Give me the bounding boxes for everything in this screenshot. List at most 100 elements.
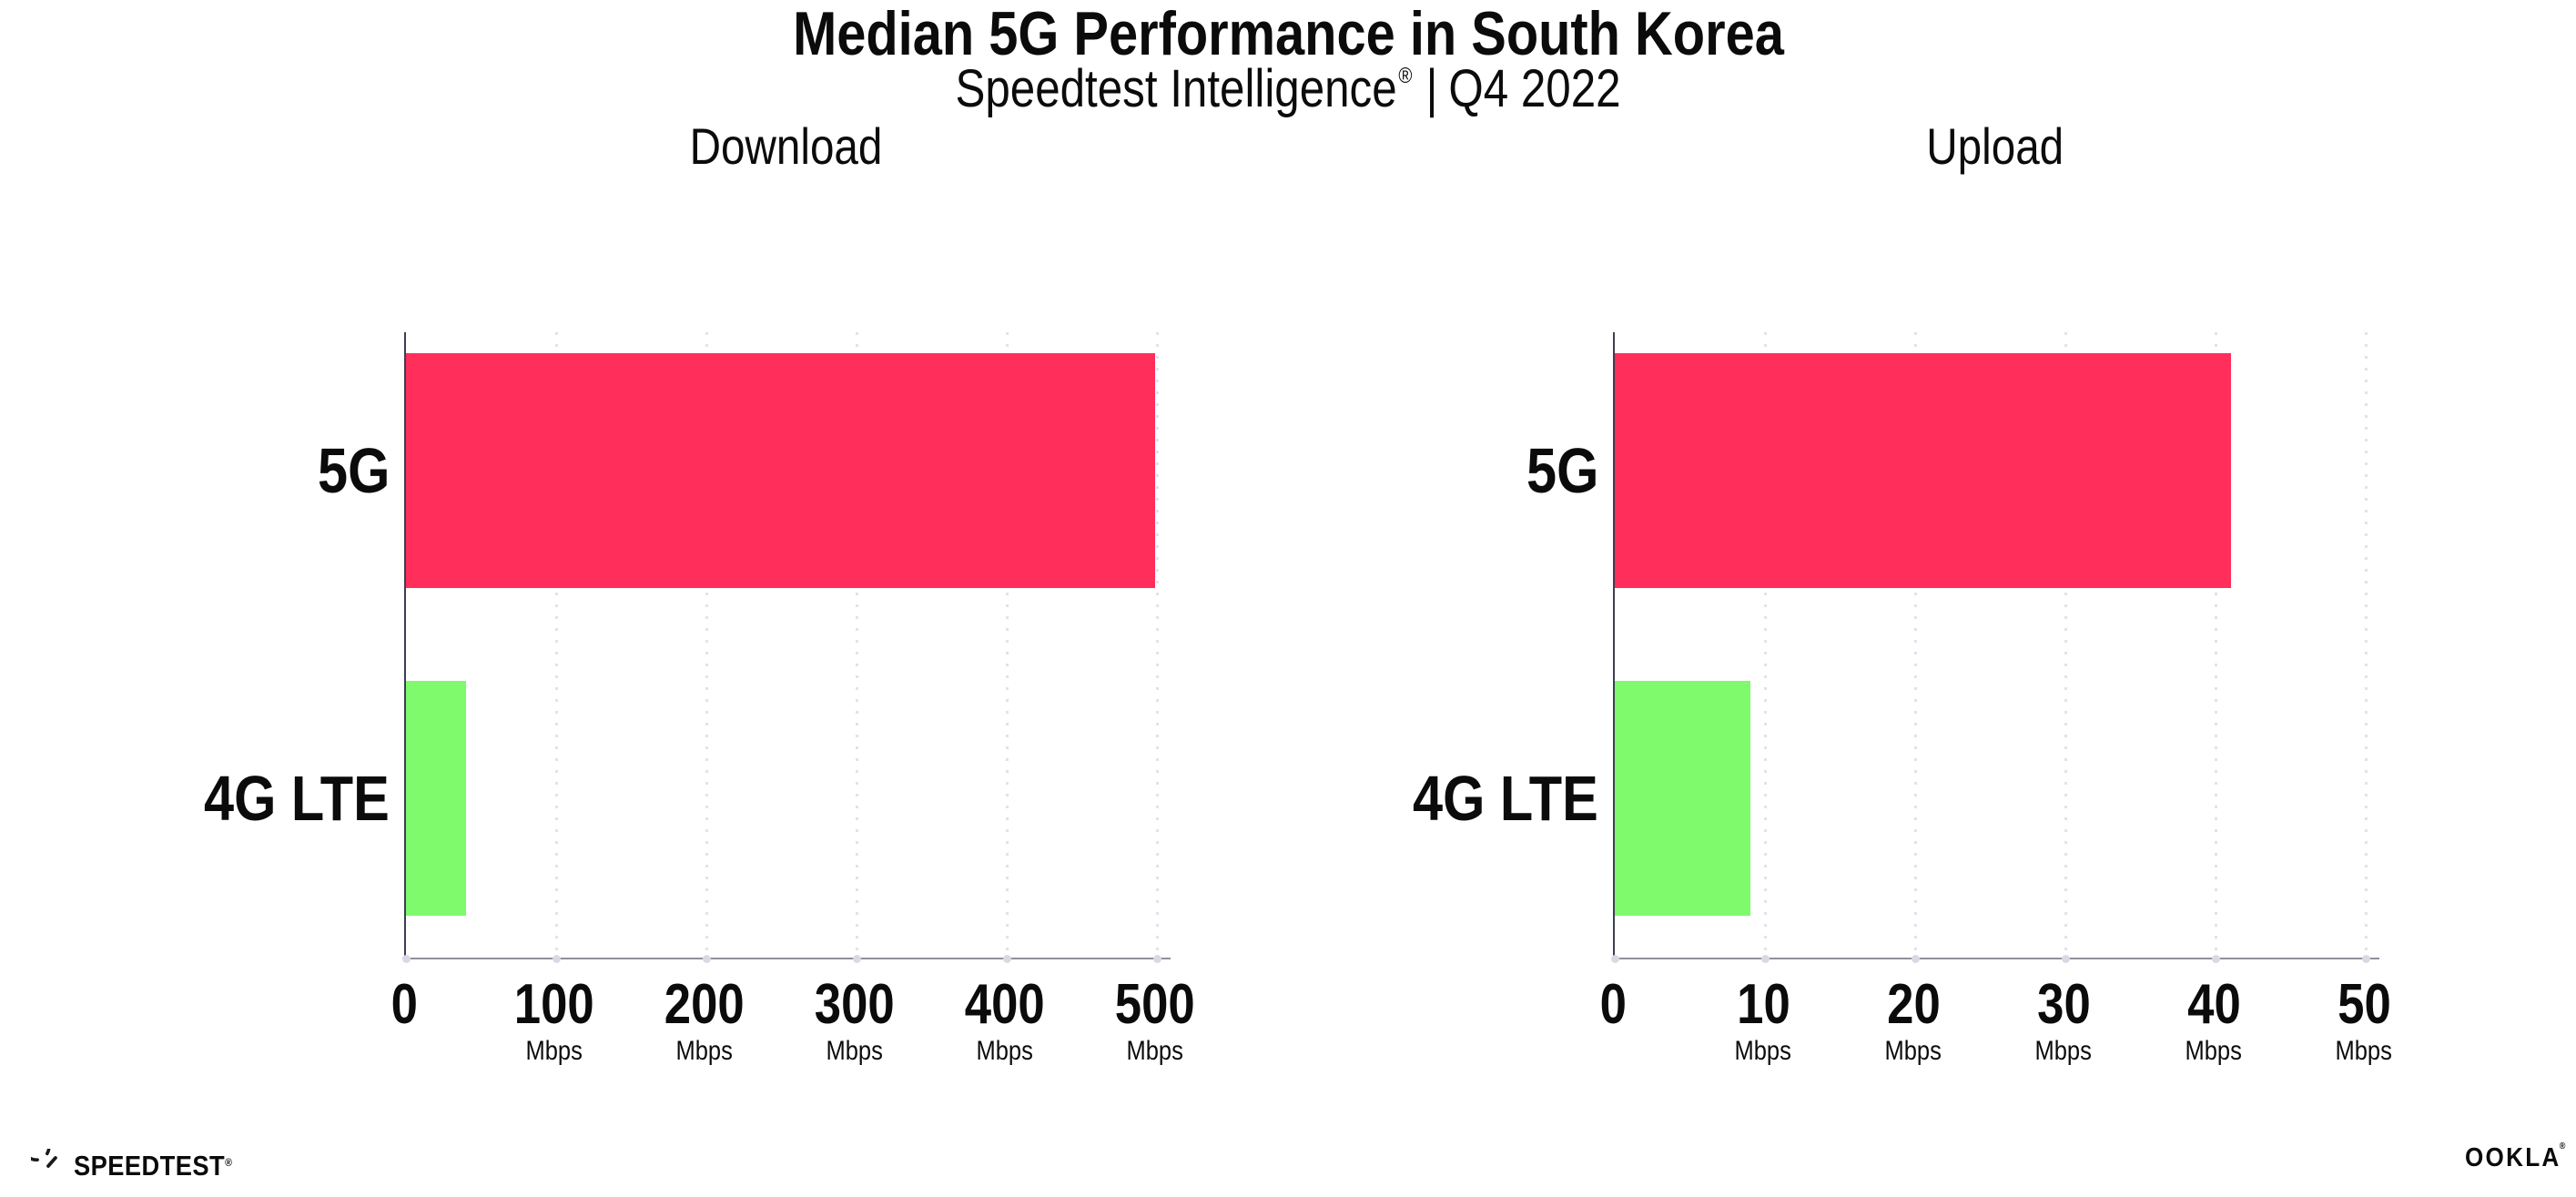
category-label-text: 4G LTE bbox=[1413, 763, 1598, 834]
gridline-500 bbox=[1155, 332, 1159, 958]
x-tick-value-text: 400 bbox=[965, 973, 1045, 1036]
category-label-4g-lte: 4G LTE bbox=[1322, 762, 1598, 835]
x-tick-20: 20 Mbps bbox=[1813, 976, 2013, 1069]
category-label-text: 5G bbox=[317, 435, 390, 506]
chart-title-upload-text: Upload bbox=[1926, 117, 2064, 175]
page-subtitle: Speedtest Intelligence® | Q4 2022 bbox=[0, 60, 2576, 129]
subtitle-brand: Speedtest Intelligence bbox=[955, 59, 1397, 118]
download-plot-area bbox=[401, 332, 1171, 963]
x-tick-unit: Mbps bbox=[2114, 1034, 2314, 1069]
speedtest-wordmark: SPEEDTEST® bbox=[74, 1150, 232, 1182]
x-tick-value-text: 200 bbox=[664, 973, 745, 1036]
4g-lte-bar-download bbox=[406, 681, 466, 916]
x-tick-200: 200 Mbps bbox=[604, 976, 805, 1069]
gridline-300 bbox=[855, 332, 858, 958]
category-label-5g: 5G bbox=[113, 434, 390, 507]
ookla-wordmark-text: OOKLA bbox=[2465, 1143, 2561, 1172]
axis-tick-dot-0 bbox=[401, 955, 411, 963]
speedtest-registered-mark: ® bbox=[225, 1156, 233, 1169]
axis-tick-dot-300 bbox=[852, 955, 861, 963]
gridline-30 bbox=[2064, 332, 2067, 958]
x-tick-unit: Mbps bbox=[1813, 1034, 2013, 1069]
x-tick-unit: Mbps bbox=[604, 1034, 805, 1069]
axis-tick-dot-50 bbox=[2361, 955, 2370, 963]
x-tick-value: 400 bbox=[905, 976, 1105, 1034]
ookla-logo: OOKLA ® bbox=[2465, 1141, 2569, 1173]
ookla-registered-mark: ® bbox=[2559, 1141, 2568, 1151]
axis-tick-dot-40 bbox=[2211, 955, 2220, 963]
download-chart: Download 5G 4G LTE 0 100 Mbps 200 Mbps 300 Mbps… bbox=[113, 109, 1205, 1138]
x-tick-value: 500 bbox=[1055, 976, 1255, 1034]
axis-tick-dot-0 bbox=[1610, 955, 1619, 963]
x-tick-value: 20 bbox=[1813, 976, 2013, 1034]
category-label-text: 5G bbox=[1526, 435, 1598, 506]
x-tick-unit: Mbps bbox=[905, 1034, 1105, 1069]
x-tick-unit: Mbps bbox=[755, 1034, 955, 1069]
speedtest-gauge-icon bbox=[31, 1149, 57, 1168]
x-tick-value-text: 0 bbox=[390, 973, 418, 1036]
x-tick-value-text: 20 bbox=[1886, 973, 1941, 1036]
x-tick-100: 100 Mbps bbox=[454, 976, 654, 1069]
x-tick-unit: Mbps bbox=[1963, 1034, 2164, 1069]
registered-mark: ® bbox=[1398, 64, 1413, 88]
x-tick-value-text: 500 bbox=[1115, 973, 1195, 1036]
x-tick-unit: Mbps bbox=[454, 1034, 654, 1069]
x-tick-40: 40 Mbps bbox=[2114, 976, 2314, 1069]
x-tick-unit-text: Mbps bbox=[2185, 1036, 2243, 1066]
gridline-20 bbox=[1913, 332, 1917, 958]
x-tick-unit-text: Mbps bbox=[675, 1036, 734, 1066]
axis-tick-dot-20 bbox=[1911, 955, 1920, 963]
x-tick-value-text: 30 bbox=[2036, 973, 2091, 1036]
x-tick-unit-text: Mbps bbox=[2034, 1036, 2093, 1066]
4g-lte-bar-upload bbox=[1615, 681, 1750, 916]
axis-tick-dot-10 bbox=[1760, 955, 1770, 963]
x-tick-value-text: 50 bbox=[2337, 973, 2391, 1036]
x-tick-value: 100 bbox=[454, 976, 654, 1034]
x-tick-value: 200 bbox=[604, 976, 805, 1034]
5g-bar-upload bbox=[1615, 353, 2231, 588]
x-tick-0: 0 bbox=[1513, 976, 1713, 1034]
axis-tick-dot-100 bbox=[552, 955, 561, 963]
x-tick-0: 0 bbox=[304, 976, 504, 1034]
gridline-40 bbox=[2214, 332, 2217, 958]
x-tick-10: 10 Mbps bbox=[1663, 976, 1863, 1069]
x-tick-value-text: 10 bbox=[1736, 973, 1790, 1036]
gridline-100 bbox=[554, 332, 558, 958]
speedtest-wordmark-text: SPEEDTEST bbox=[74, 1150, 226, 1182]
x-tick-value-text: 40 bbox=[2186, 973, 2241, 1036]
x-tick-unit: Mbps bbox=[2264, 1034, 2464, 1069]
gridline-200 bbox=[705, 332, 708, 958]
x-tick-value: 40 bbox=[2114, 976, 2314, 1034]
category-label-5g: 5G bbox=[1322, 434, 1598, 507]
subtitle-period: Q4 2022 bbox=[1448, 59, 1621, 118]
x-tick-500: 500 Mbps bbox=[1055, 976, 1255, 1069]
gridline-50 bbox=[2364, 332, 2368, 958]
page-title: Median 5G Performance in South Korea bbox=[0, 2, 2576, 66]
axis-tick-dot-500 bbox=[1152, 955, 1161, 963]
x-tick-unit: Mbps bbox=[1663, 1034, 1863, 1069]
gridline-10 bbox=[1763, 332, 1767, 958]
axis-tick-dot-30 bbox=[2061, 955, 2070, 963]
chart-title-download-text: Download bbox=[690, 117, 883, 175]
x-tick-value: 10 bbox=[1663, 976, 1863, 1034]
x-tick-value: 30 bbox=[1963, 976, 2164, 1034]
5g-bar-download bbox=[406, 353, 1155, 588]
x-tick-unit-text: Mbps bbox=[2335, 1036, 2393, 1066]
x-tick-value: 0 bbox=[304, 976, 504, 1034]
x-tick-value: 0 bbox=[1513, 976, 1713, 1034]
x-tick-value: 50 bbox=[2264, 976, 2464, 1034]
x-tick-300: 300 Mbps bbox=[755, 976, 955, 1069]
x-tick-value-text: 300 bbox=[815, 973, 895, 1036]
x-tick-unit-text: Mbps bbox=[826, 1036, 884, 1066]
x-tick-unit-text: Mbps bbox=[1126, 1036, 1184, 1066]
x-tick-unit-text: Mbps bbox=[1884, 1036, 1942, 1066]
axis-tick-dot-200 bbox=[702, 955, 711, 963]
x-tick-value: 300 bbox=[755, 976, 955, 1034]
axis-tick-dot-400 bbox=[1002, 955, 1011, 963]
chart-title-upload: Upload bbox=[1613, 118, 2378, 175]
subtitle-separator: | bbox=[1425, 59, 1438, 118]
gridline-400 bbox=[1005, 332, 1009, 958]
category-label-text: 4G LTE bbox=[204, 763, 390, 834]
x-tick-value-text: 100 bbox=[514, 973, 594, 1036]
